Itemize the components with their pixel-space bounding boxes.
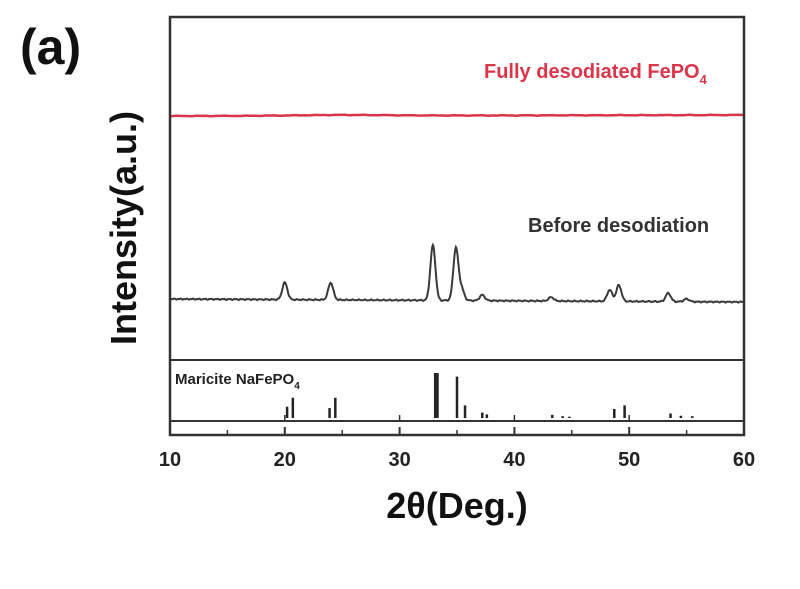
x-tick-label-10: 10 <box>159 449 181 471</box>
series-label-desodiated-text: Fully desodiated FePO <box>484 61 700 83</box>
x-tick-label-20: 20 <box>274 449 296 471</box>
series-line-before <box>170 242 745 304</box>
series-line-desodiated <box>169 113 745 118</box>
series-label-desodiated: Fully desodiated FePO4 <box>484 61 708 87</box>
y-axis-title: Intensity(a.u.) <box>103 111 144 345</box>
x-tick-label-40: 40 <box>503 449 525 471</box>
x-tick-labels: 10 20 30 40 50 60 <box>159 449 755 471</box>
traces-layer <box>169 113 745 304</box>
x-ticks <box>169 415 745 435</box>
panel-label: (a) <box>20 19 81 75</box>
x-tick-label-60: 60 <box>733 449 755 471</box>
reference-label-text: Maricite NaFePO <box>175 371 295 388</box>
reference-label-subscript: 4 <box>294 381 300 392</box>
x-tick-label-30: 30 <box>388 449 410 471</box>
x-tick-label-50: 50 <box>618 449 640 471</box>
x-axis-title: 2θ(Deg.) <box>386 485 527 526</box>
series-label-desodiated-subscript: 4 <box>700 72 708 87</box>
reference-bars-layer <box>285 373 694 418</box>
reference-label: Maricite NaFePO4 <box>175 371 300 392</box>
series-label-before: Before desodiation <box>528 215 709 237</box>
